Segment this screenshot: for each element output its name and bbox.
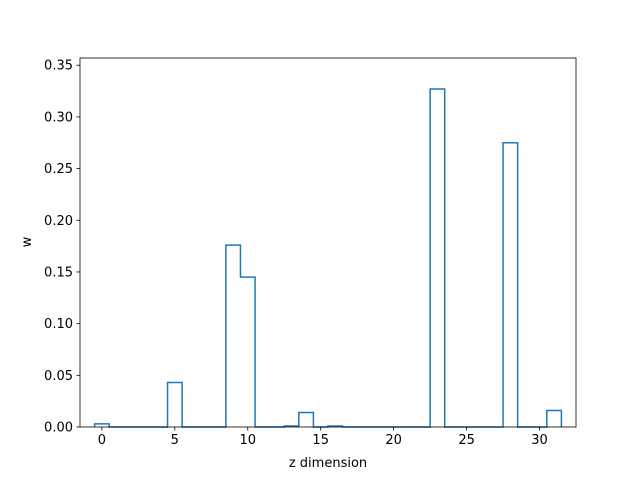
x-tick-label-20: 20: [385, 433, 402, 448]
x-tick-label-30: 30: [531, 433, 548, 448]
y-axis-label: w: [20, 236, 35, 247]
axes: 0 5 10 15 20 25 30 0.00 0.05 0.10 0.15 0.20 0.25 0.30…: [44, 57, 577, 448]
x-tick-label-10: 10: [239, 433, 256, 448]
y-tick-label-2: 0.10: [44, 317, 73, 332]
x-tick-label-15: 15: [312, 433, 329, 448]
y-tick-label-3: 0.15: [44, 265, 73, 280]
axes-frame: [79, 57, 577, 428]
x-tick-label-0: 0: [98, 433, 106, 448]
x-tick-label-25: 25: [458, 433, 475, 448]
y-tick-label-6: 0.30: [44, 110, 73, 125]
y-tick-label-5: 0.25: [44, 162, 73, 177]
x-axis-label: z dimension: [289, 456, 367, 471]
y-tick-label-1: 0.05: [44, 369, 73, 384]
x-tick-label-5: 5: [171, 433, 179, 448]
y-tick-label-7: 0.35: [44, 59, 73, 74]
y-tick-label-4: 0.20: [44, 214, 73, 229]
y-tick-label-0: 0.00: [44, 421, 73, 436]
